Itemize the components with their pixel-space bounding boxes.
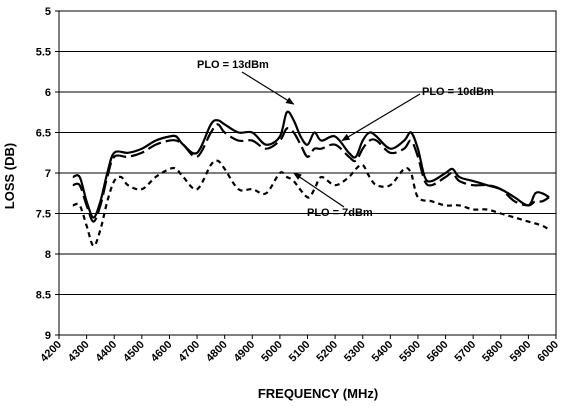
y-tick-label: 5.5 bbox=[36, 47, 51, 59]
y-tick-label: 7.5 bbox=[36, 209, 51, 221]
x-tick-label: 5600 bbox=[425, 339, 451, 365]
y-tick-label: 6 bbox=[45, 87, 51, 99]
annotation-label: PLO = 13dBm bbox=[197, 59, 269, 71]
y-tick-label: 7 bbox=[45, 168, 51, 180]
x-tick-label: 6000 bbox=[535, 339, 561, 365]
x-tick-label: 5800 bbox=[480, 339, 506, 365]
y-tick-label: 5 bbox=[45, 6, 51, 18]
grid-lines bbox=[59, 10, 556, 336]
annotation-arrow bbox=[341, 93, 421, 142]
annotation-arrow bbox=[241, 71, 295, 105]
x-tick-label: 4200 bbox=[38, 339, 64, 365]
x-tick-label: 4600 bbox=[149, 339, 175, 365]
x-tick-label: 5500 bbox=[397, 339, 423, 365]
y-axis-title: LOSS (DB) bbox=[2, 143, 17, 209]
series-line-plo-10dbm bbox=[72, 123, 550, 223]
x-tick-label: 4700 bbox=[176, 339, 202, 365]
x-tick-label: 4900 bbox=[232, 339, 258, 365]
x-tick-label: 4300 bbox=[66, 339, 92, 365]
annotation-label: PLO = 7dBm bbox=[307, 207, 373, 219]
x-tick-label: 4400 bbox=[94, 339, 120, 365]
x-tick-label: 4800 bbox=[204, 339, 230, 365]
annotation-label: PLO = 10dBm bbox=[422, 86, 494, 98]
y-tick-label: 9 bbox=[45, 330, 51, 342]
x-tick-label: 5900 bbox=[508, 339, 534, 365]
x-tick-label: 5300 bbox=[342, 339, 368, 365]
annotations: PLO = 13dBm PLO = 10dBm PLO = 7dBm bbox=[197, 59, 494, 219]
x-tick-label: 5400 bbox=[370, 339, 396, 365]
y-tick-label: 6.5 bbox=[36, 128, 51, 140]
series-line-plo-13dbm bbox=[72, 110, 550, 219]
annotation-arrow bbox=[292, 172, 345, 208]
y-tick-label: 8 bbox=[45, 249, 51, 261]
series-lines bbox=[72, 110, 550, 247]
x-tick-label: 5100 bbox=[287, 339, 313, 365]
x-axis-title: FREQUENCY (MHz) bbox=[258, 386, 378, 401]
x-tick-label: 5000 bbox=[259, 339, 285, 365]
y-tick-label: 8.5 bbox=[36, 290, 51, 302]
x-tick-label: 5700 bbox=[452, 339, 478, 365]
axes bbox=[55, 10, 557, 339]
x-tick-label: 5200 bbox=[314, 339, 340, 365]
x-tick-label: 4500 bbox=[121, 339, 147, 365]
series-line-plo-7dbm bbox=[72, 159, 550, 247]
